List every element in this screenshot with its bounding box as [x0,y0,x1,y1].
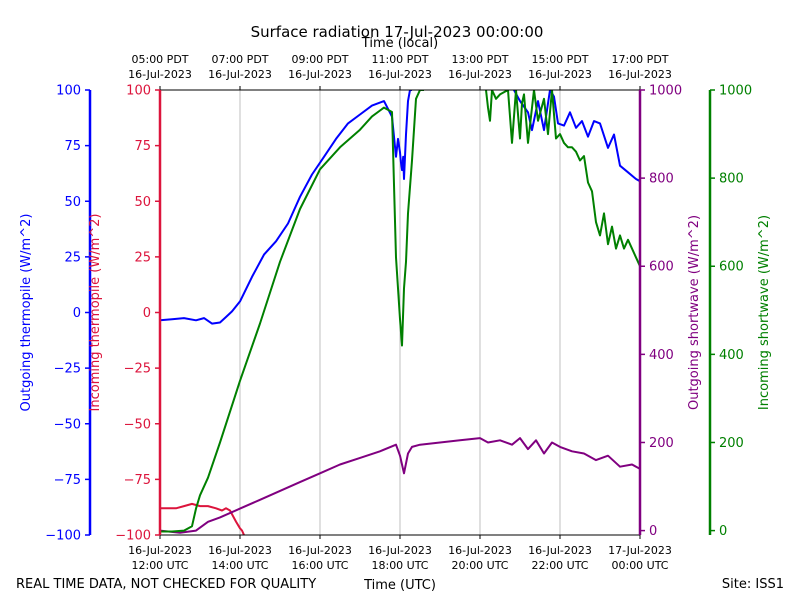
incoming-thermopile-tick-label: 75 [134,139,151,154]
x-tick-label: 20:00 UTC [451,559,508,572]
incoming-shortwave-tick-label: 1000 [719,84,752,99]
outgoing-shortwave-axis-label: Outgoing shortwave (W/m^2) [687,215,702,410]
x-top-tick-label: 16-Jul-2023 [608,68,672,81]
outgoing-thermopile-tick-label: −100 [45,529,81,544]
x-top-tick-label: 17:00 PDT [611,53,668,66]
x-top-tick-label: 07:00 PDT [211,53,268,66]
incoming-thermopile-axis-label: Incoming thermopile (W/m^2) [88,214,103,412]
incoming-shortwave-tick-label: 200 [719,436,744,451]
outgoing-thermopile-tick-label: 75 [64,139,81,154]
outgoing-shortwave-series-line [160,437,640,534]
x-top-tick-label: 09:00 PDT [291,53,348,66]
outgoing-thermopile-tick-label: −50 [54,417,81,432]
x-tick-label: 16-Jul-2023 [288,544,352,557]
x-top-tick-label: 15:00 PDT [531,53,588,66]
x-tick-label: 16:00 UTC [291,559,348,572]
outgoing-shortwave-tick-label: 200 [649,436,674,451]
outgoing-shortwave-tick-label: 600 [649,260,674,275]
site-label: Site: ISS1 [722,577,784,592]
x-tick-label: 18:00 UTC [371,559,428,572]
x-tick-label: 14:00 UTC [211,559,268,572]
outgoing-shortwave-tick-label: 400 [649,348,674,363]
incoming-thermopile-tick-label: 50 [134,195,151,210]
x-tick-label: 16-Jul-2023 [128,544,192,557]
outgoing-thermopile-tick-label: 25 [64,250,81,265]
incoming-shortwave-tick-label: 600 [719,260,744,275]
x-tick-label: 16-Jul-2023 [368,544,432,557]
x-top-tick-label: 05:00 PDT [131,53,188,66]
x-tick-label: 16-Jul-2023 [208,544,272,557]
x-top-tick-label: 16-Jul-2023 [448,68,512,81]
chart-title: Surface radiation 17-Jul-2023 00:00:00 [251,23,544,41]
outgoing-shortwave-tick-label: 0 [649,524,657,539]
incoming-shortwave-tick-label: 0 [719,524,727,539]
x-top-tick-label: 16-Jul-2023 [528,68,592,81]
incoming-thermopile-series-line [160,502,245,535]
outgoing-shortwave-tick-label: 1000 [649,84,682,99]
outgoing-shortwave-tick-label: 800 [649,172,674,187]
x-tick-label: 22:00 UTC [531,559,588,572]
x-top-tick-label: 13:00 PDT [451,53,508,66]
footer-note: REAL TIME DATA, NOT CHECKED FOR QUALITY [16,577,316,592]
outgoing-thermopile-tick-label: 100 [56,84,81,99]
x-top-tick-label: 11:00 PDT [371,53,428,66]
x-top-tick-label: 16-Jul-2023 [208,68,272,81]
incoming-thermopile-tick-label: −100 [115,529,151,544]
x-top-tick-label: 16-Jul-2023 [288,68,352,81]
top-axis-title: Time (local) [361,36,438,51]
incoming-shortwave-tick-label: 800 [719,172,744,187]
outgoing-thermopile-tick-label: 50 [64,195,81,210]
incoming-thermopile-tick-label: 100 [126,84,151,99]
outgoing-thermopile-axis-label: Outgoing thermopile (W/m^2) [19,214,34,412]
x-axis-title: Time (UTC) [363,578,436,593]
incoming-thermopile-tick-label: 0 [143,306,151,321]
incoming-thermopile-tick-label: −25 [124,362,151,377]
incoming-thermopile-tick-label: −75 [124,473,151,488]
incoming-shortwave-tick-label: 400 [719,348,744,363]
incoming-shortwave-axis-label: Incoming shortwave (W/m^2) [757,215,772,410]
x-top-tick-label: 16-Jul-2023 [368,68,432,81]
incoming-shortwave-series-line [485,90,640,267]
x-tick-label: 00:00 UTC [611,559,668,572]
incoming-shortwave-series-line [160,90,424,533]
outgoing-thermopile-tick-label: −25 [54,362,81,377]
incoming-thermopile-tick-label: −50 [124,417,151,432]
incoming-thermopile-tick-label: 25 [134,250,151,265]
x-tick-label: 12:00 UTC [131,559,188,572]
outgoing-thermopile-tick-label: −75 [54,473,81,488]
x-tick-label: 17-Jul-2023 [608,544,672,557]
outgoing-thermopile-series-line [160,90,412,325]
x-tick-label: 16-Jul-2023 [528,544,592,557]
outgoing-thermopile-tick-label: 0 [73,306,81,321]
x-top-tick-label: 16-Jul-2023 [128,68,192,81]
x-tick-label: 16-Jul-2023 [448,544,512,557]
outgoing-thermopile-series-line [513,90,640,183]
